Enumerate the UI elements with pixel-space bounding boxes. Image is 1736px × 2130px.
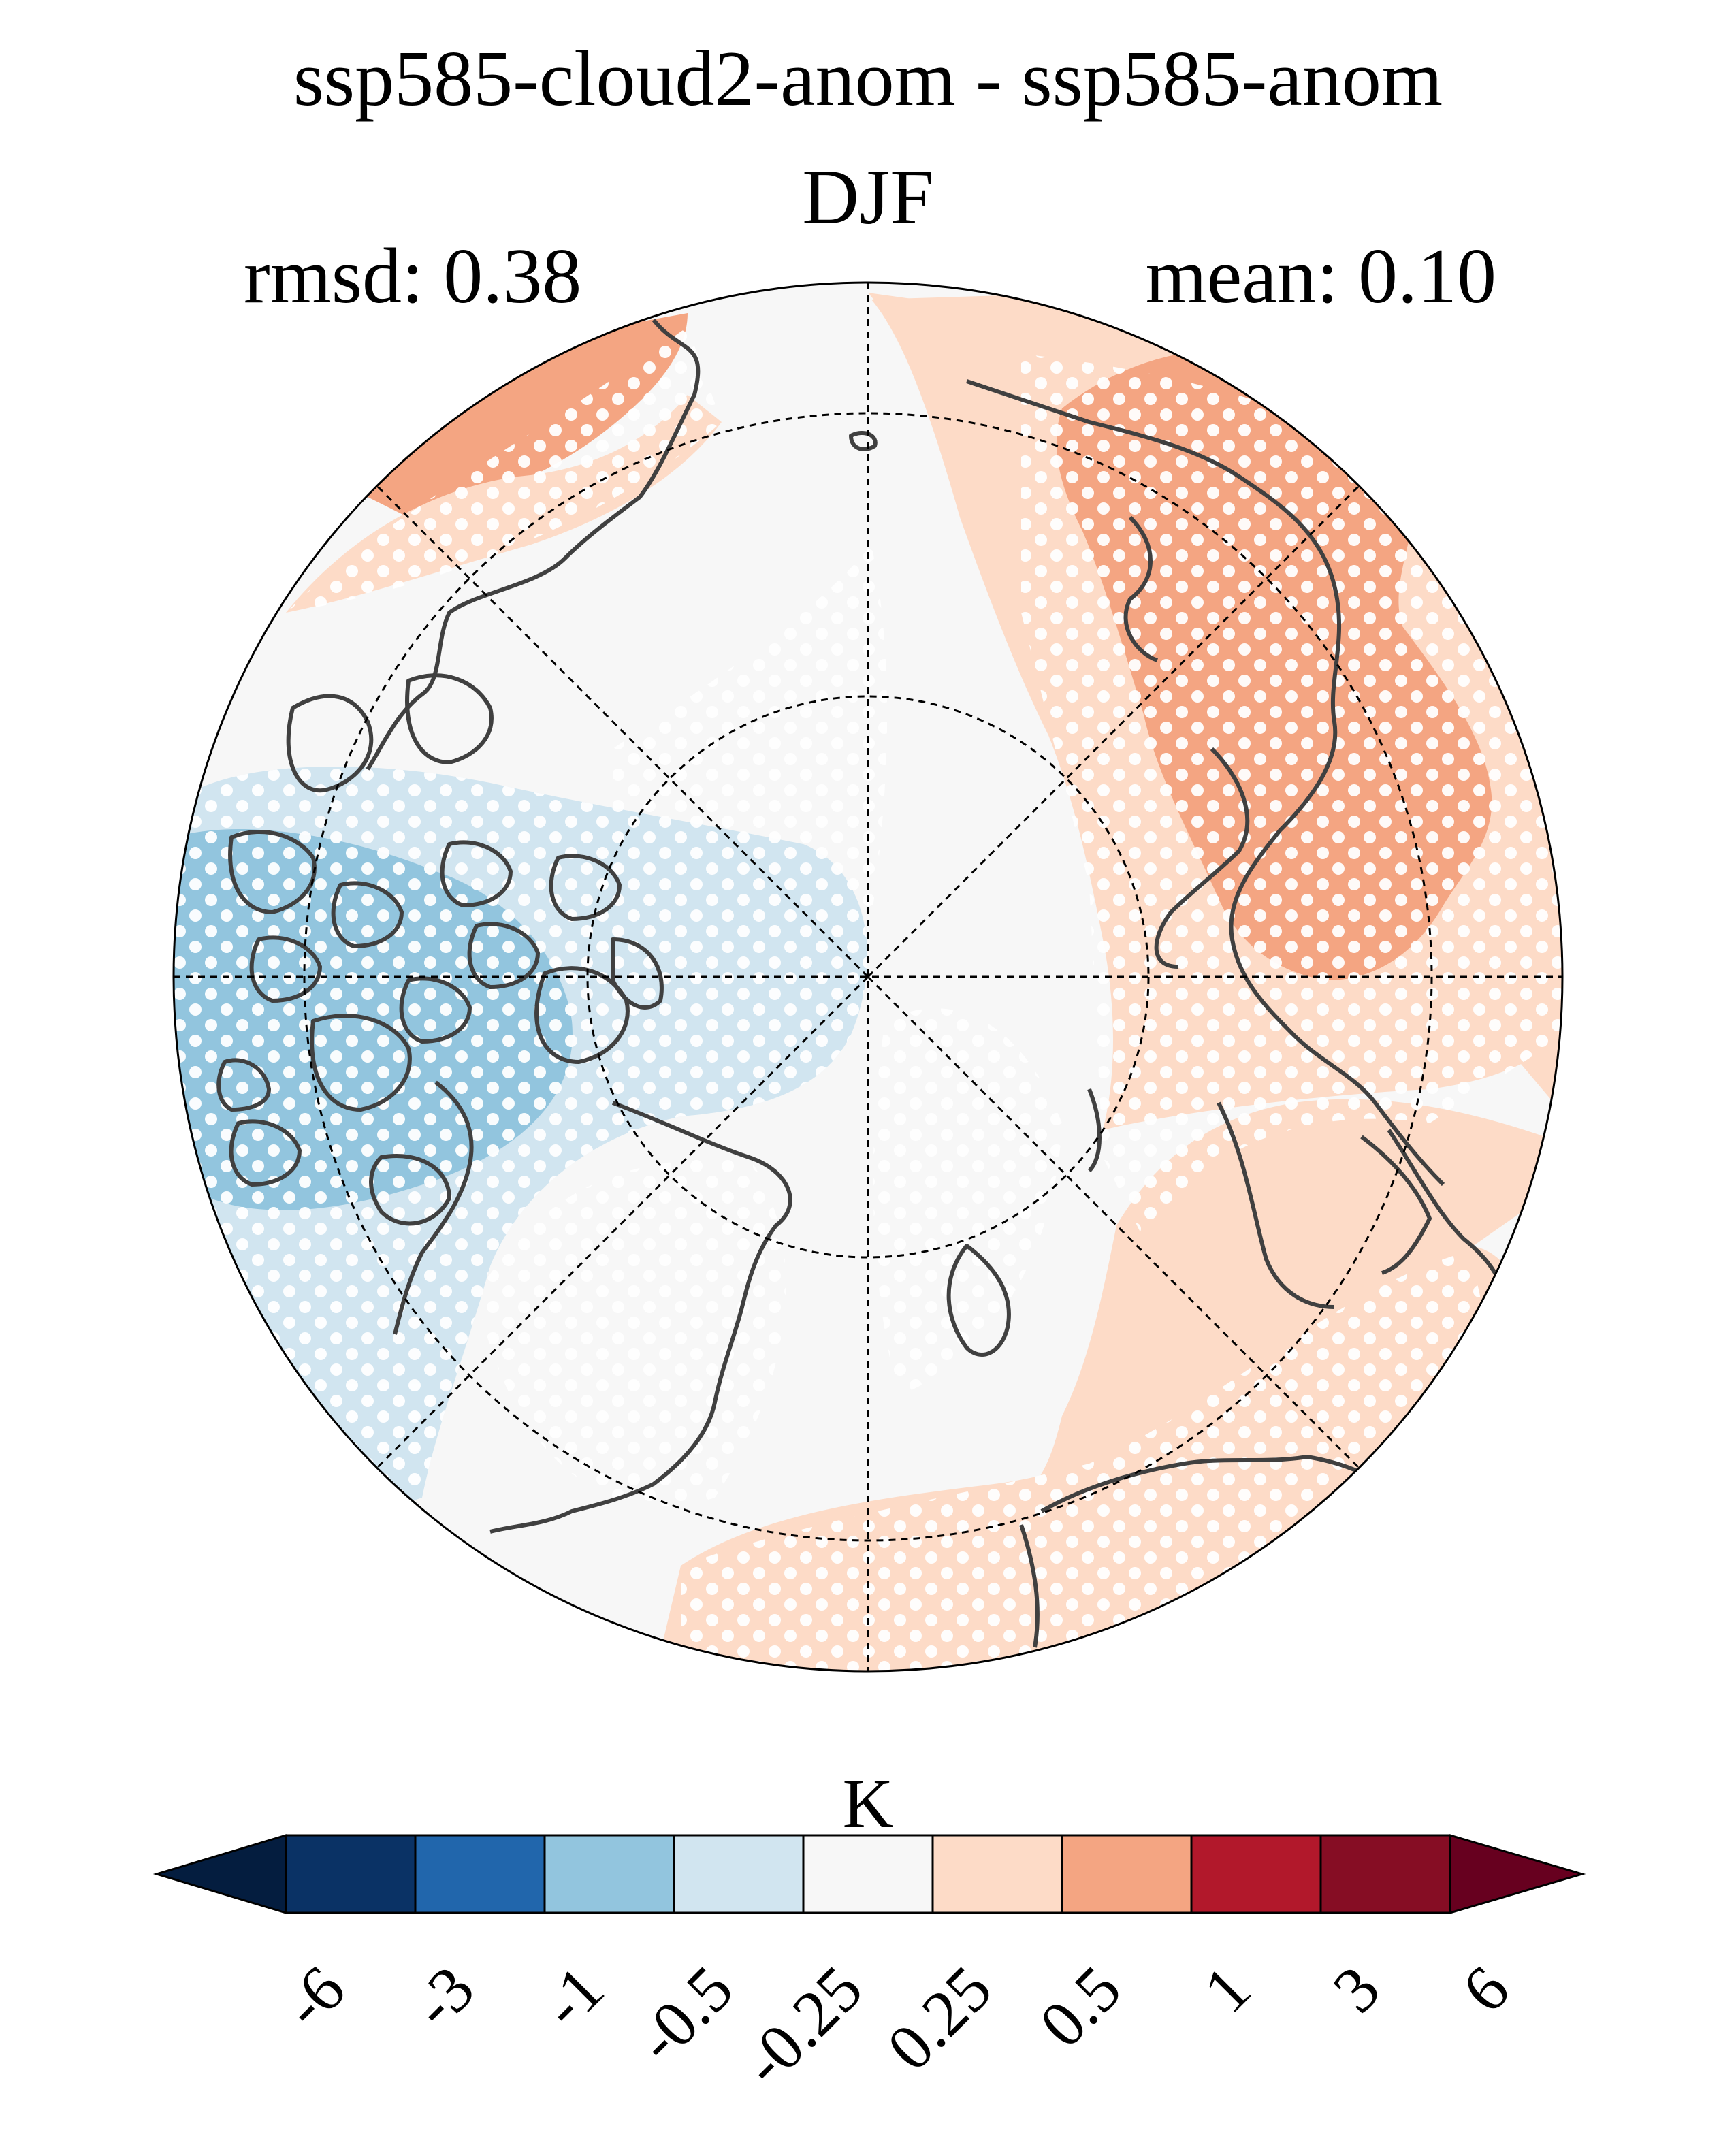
coastlines — [216, 319, 1509, 1648]
colorbar-extend-max — [1449, 1833, 1586, 1915]
colorbar-segment — [1061, 1834, 1193, 1914]
map-title: ssp585-cloud2-anom - ssp585-anom — [293, 35, 1443, 123]
colorbar-tick-label: -0.25 — [728, 1952, 876, 2099]
mean-label: mean: 0.10 — [1145, 233, 1496, 320]
map-boundary — [172, 281, 1564, 1673]
colorbar-segment — [1190, 1834, 1322, 1914]
colorbar-tick-label: 1 — [1189, 1952, 1264, 2027]
rmsd-label: rmsd: 0.38 — [244, 233, 582, 320]
colorbar-units: K — [842, 1764, 894, 1843]
colorbar-segment — [1319, 1834, 1451, 1914]
season-label: DJF — [802, 154, 934, 241]
colorbar-segment — [543, 1834, 675, 1914]
colorbar-segment — [673, 1834, 805, 1914]
colorbar-tick-label: -6 — [269, 1952, 359, 2042]
colorbar-tick-label: 0.5 — [1025, 1952, 1135, 2061]
colorbar-segment — [414, 1834, 546, 1914]
colorbar-tick-label: -1 — [528, 1952, 617, 2042]
colorbar-tick-label: 0.25 — [873, 1952, 1005, 2084]
colorbar-tick-label: 6 — [1448, 1952, 1523, 2027]
map-field — [174, 283, 1562, 1671]
colorbar-tick-label: 3 — [1319, 1952, 1394, 2027]
colorbar-tick-label: -3 — [398, 1952, 488, 2042]
colorbar-segment — [285, 1834, 417, 1914]
colorbar-segment — [802, 1834, 934, 1914]
graticule — [174, 283, 1562, 1671]
colorbar: -6 -3 -1 -0.5-0.250.25 0.5 1 3 6 — [152, 1833, 1586, 2099]
colorbar-segment — [931, 1834, 1063, 1914]
colorbar-tick-label: -0.5 — [622, 1952, 747, 2076]
colorbar-extend-min — [152, 1833, 287, 1915]
